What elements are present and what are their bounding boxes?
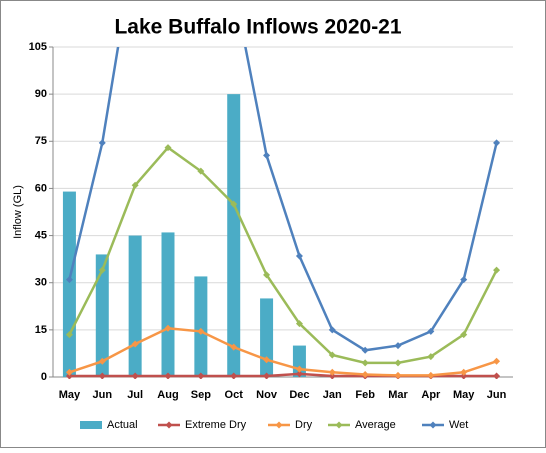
point-marker <box>230 200 238 208</box>
point-marker <box>460 331 468 339</box>
legend-marker <box>165 421 173 429</box>
point-marker <box>164 372 172 379</box>
point-marker <box>493 139 501 147</box>
bar <box>95 254 109 377</box>
point-marker <box>427 327 435 335</box>
point-marker <box>230 343 238 351</box>
y-tick-label: 0 <box>41 371 47 383</box>
point-marker <box>131 372 139 379</box>
point-marker <box>493 357 501 365</box>
point-marker <box>394 342 402 350</box>
y-tick-label: 60 <box>35 182 47 194</box>
legend-label: Dry <box>295 419 313 431</box>
point-marker <box>65 331 73 339</box>
legend-marker <box>429 421 437 429</box>
x-tick-label: Feb <box>355 389 375 401</box>
series-line <box>68 145 498 365</box>
series-line <box>69 327 497 377</box>
bar <box>194 276 208 377</box>
point-marker <box>98 266 106 274</box>
legend: Actual Extreme Dry Dry Average Wet <box>80 419 468 431</box>
legend-swatch <box>80 421 102 429</box>
point-marker <box>65 276 73 284</box>
x-tick-label: Oct <box>225 389 244 401</box>
point-marker <box>328 368 336 376</box>
point-marker <box>263 271 271 279</box>
point-marker <box>197 327 205 335</box>
y-tick-label: 75 <box>35 135 47 147</box>
series-line <box>68 47 498 352</box>
x-tick-label: Apr <box>421 389 441 401</box>
point-marker <box>295 370 303 378</box>
bar <box>128 235 142 377</box>
point-marker <box>493 372 501 379</box>
y-tick-label: 45 <box>35 229 47 241</box>
legend-marker <box>275 421 283 429</box>
point-marker <box>65 368 73 376</box>
point-marker <box>295 365 303 373</box>
chart-title: Lake Buffalo Inflows 2020-21 <box>114 16 401 39</box>
point-marker <box>197 372 205 379</box>
point-marker <box>361 359 369 367</box>
y-tick-label: 90 <box>35 88 47 100</box>
labels: 0 15 30 45 60 75 90 105 May Jun Jul Aug Sep Oct Nov Dec… <box>29 41 507 401</box>
lines <box>65 47 501 379</box>
x-tick-label: Aug <box>157 389 178 401</box>
y-tick-label: 15 <box>35 324 47 336</box>
legend-label: Average <box>355 419 396 431</box>
point-marker <box>361 346 369 354</box>
point-marker <box>131 340 139 348</box>
point-marker <box>295 252 303 260</box>
x-tick-label: Nov <box>256 389 278 401</box>
x-tick-label: May <box>453 389 475 401</box>
point-marker <box>460 368 468 376</box>
point-marker <box>328 326 336 334</box>
y-tick-label: 105 <box>29 41 47 53</box>
legend-marker <box>335 421 343 429</box>
point-marker <box>394 359 402 367</box>
bars <box>62 94 306 378</box>
legend-label: Extreme Dry <box>185 419 247 431</box>
legend-label: Wet <box>449 419 468 431</box>
point-marker <box>98 372 106 379</box>
x-tick-label: Jun <box>487 389 507 401</box>
point-marker <box>328 351 336 359</box>
x-tick-label: Mar <box>388 389 408 401</box>
point-marker <box>427 371 435 379</box>
point-marker <box>164 324 172 332</box>
x-tick-label: Dec <box>289 389 309 401</box>
x-tick-label: Sep <box>191 389 211 401</box>
x-tick-label: Jun <box>93 389 113 401</box>
x-tick-label: Jan <box>323 389 342 401</box>
point-marker <box>164 144 172 152</box>
y-axis-label: Inflow (GL) <box>12 185 24 239</box>
point-marker <box>263 151 271 159</box>
point-marker <box>460 276 468 284</box>
x-tick-label: Jul <box>127 389 143 401</box>
x-tick-label: May <box>59 389 81 401</box>
point-marker <box>131 181 139 189</box>
bar <box>161 232 175 377</box>
point-marker <box>263 372 271 379</box>
point-marker <box>98 139 106 147</box>
y-tick-label: 30 <box>35 277 47 289</box>
point-marker <box>361 370 369 378</box>
point-marker <box>263 356 271 364</box>
bar <box>62 191 76 377</box>
bar <box>260 298 274 377</box>
point-marker <box>98 357 106 365</box>
point-marker <box>197 167 205 175</box>
point-marker <box>493 266 501 274</box>
legend-label: Actual <box>107 419 138 431</box>
bar <box>227 94 241 378</box>
point-marker <box>394 371 402 379</box>
point-marker <box>230 372 238 379</box>
point-marker <box>295 320 303 328</box>
point-marker <box>427 353 435 361</box>
